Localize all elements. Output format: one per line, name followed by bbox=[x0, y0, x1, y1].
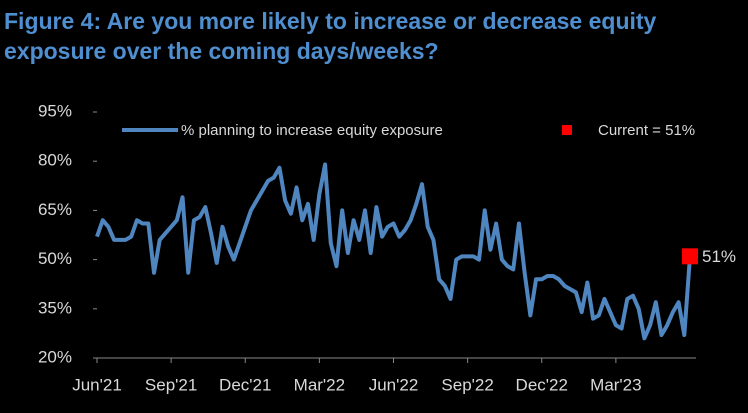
x-tick-label: Jun'21 bbox=[72, 375, 122, 394]
chart-title: Figure 4: Are you more likely to increas… bbox=[4, 8, 657, 64]
x-tick-label: Mar'23 bbox=[590, 375, 641, 394]
x-tick-label: Mar'22 bbox=[294, 375, 345, 394]
y-tick-label: 65% bbox=[38, 200, 72, 219]
y-tick-label: 80% bbox=[38, 151, 72, 170]
y-tick-label: 35% bbox=[38, 298, 72, 317]
x-tick-label: Sep'22 bbox=[441, 375, 493, 394]
data-line bbox=[95, 162, 692, 341]
legend-label: % planning to increase equity exposure bbox=[181, 122, 443, 139]
x-tick-label: Jun'22 bbox=[369, 375, 419, 394]
current-marker bbox=[682, 248, 698, 265]
x-tick-label: Dec'21 bbox=[219, 375, 271, 394]
legend-marker bbox=[562, 125, 572, 135]
y-tick-label: 50% bbox=[38, 249, 72, 268]
current-label: 51% bbox=[702, 247, 736, 266]
legend-label: Current = 51% bbox=[598, 122, 695, 139]
x-tick-label: Sep'21 bbox=[145, 375, 197, 394]
y-tick-label: 95% bbox=[38, 101, 72, 120]
x-tick-label: Dec'22 bbox=[516, 375, 568, 394]
y-tick-label: 20% bbox=[38, 347, 72, 366]
